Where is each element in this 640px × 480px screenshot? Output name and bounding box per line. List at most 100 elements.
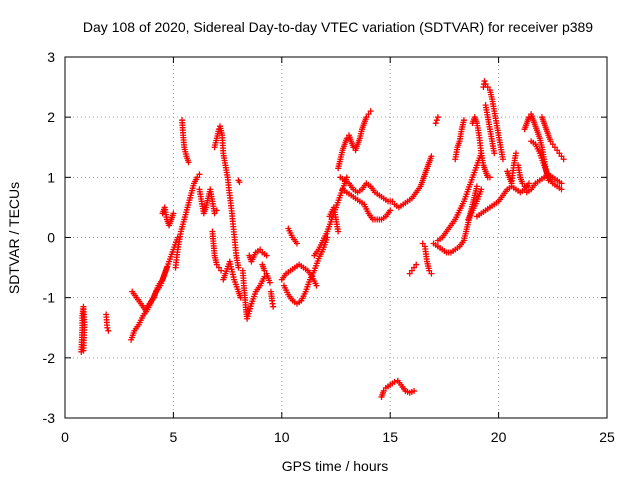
data-point bbox=[473, 183, 480, 190]
series-arc-38 bbox=[504, 150, 519, 187]
data-point bbox=[261, 273, 268, 280]
plot-frame bbox=[64, 56, 608, 419]
data-point bbox=[105, 327, 112, 334]
data-point bbox=[411, 387, 418, 394]
grid bbox=[65, 57, 607, 418]
data-point bbox=[215, 264, 222, 271]
series-arc-25 bbox=[391, 153, 435, 211]
series-arc-26 bbox=[378, 377, 418, 400]
data-point bbox=[499, 156, 506, 163]
data-point bbox=[523, 183, 530, 190]
data-point bbox=[367, 108, 374, 115]
series-arc-10 bbox=[211, 123, 242, 271]
data-point bbox=[80, 347, 87, 354]
data-point bbox=[263, 252, 270, 259]
data-point bbox=[525, 180, 532, 187]
data-point bbox=[387, 207, 394, 214]
data-point bbox=[426, 267, 433, 274]
data-point bbox=[512, 150, 519, 157]
series-arc-14 bbox=[246, 246, 270, 265]
data-point bbox=[313, 282, 320, 289]
data-point bbox=[235, 264, 242, 271]
data-point bbox=[558, 153, 565, 160]
data-point bbox=[547, 138, 554, 145]
data-point bbox=[391, 378, 398, 385]
data-point bbox=[218, 267, 225, 274]
data-point bbox=[196, 171, 203, 178]
data-point bbox=[363, 114, 370, 121]
y-tick-label: -2 bbox=[43, 350, 56, 366]
data-point bbox=[293, 240, 300, 247]
series-arc-36 bbox=[482, 102, 498, 157]
data-point bbox=[558, 186, 565, 193]
series-arc-28 bbox=[419, 240, 435, 277]
data-point bbox=[380, 387, 387, 394]
data-point bbox=[432, 120, 439, 127]
series-arc-2 bbox=[103, 311, 112, 334]
data-point bbox=[213, 261, 220, 268]
series-arc-24 bbox=[339, 186, 394, 223]
y-tick-label: 2 bbox=[47, 109, 55, 125]
data-point bbox=[481, 78, 488, 85]
series-arc-22 bbox=[335, 108, 374, 172]
series-arc-7 bbox=[179, 117, 192, 166]
x-axis-label: GPS time / hours bbox=[282, 458, 389, 474]
x-tick-label: 20 bbox=[491, 429, 507, 445]
series-arc-27 bbox=[406, 261, 420, 277]
y-tick-label: -3 bbox=[43, 410, 56, 426]
data-point bbox=[491, 150, 498, 157]
data-point bbox=[335, 228, 342, 235]
data-point bbox=[478, 186, 485, 193]
data-point bbox=[406, 270, 413, 277]
series-arc-6 bbox=[172, 171, 203, 271]
x-tick-label: 0 bbox=[61, 429, 69, 445]
series-arc-12 bbox=[235, 177, 243, 186]
series-arc-1 bbox=[78, 303, 88, 355]
x-tick-label: 10 bbox=[274, 429, 290, 445]
data-points bbox=[78, 78, 567, 400]
x-tick-label: 5 bbox=[170, 429, 178, 445]
series-arc-15 bbox=[259, 261, 273, 286]
series-arc-11 bbox=[220, 258, 244, 301]
data-point bbox=[549, 141, 556, 148]
series-arc-32 bbox=[452, 117, 467, 163]
series-arc-16 bbox=[267, 288, 277, 310]
series-arc-41 bbox=[528, 138, 565, 193]
data-point bbox=[525, 114, 532, 121]
series-arc-13 bbox=[239, 267, 268, 322]
x-tick-label: 15 bbox=[382, 429, 398, 445]
data-point bbox=[433, 117, 440, 124]
data-point bbox=[560, 156, 567, 163]
series-arc-19 bbox=[285, 225, 300, 247]
data-point bbox=[170, 210, 177, 217]
data-point bbox=[419, 240, 426, 247]
series-arc-33 bbox=[465, 186, 485, 223]
series-arc-17 bbox=[278, 261, 320, 289]
series-arc-23 bbox=[337, 174, 396, 205]
data-point bbox=[261, 267, 268, 274]
series-arc-35 bbox=[480, 78, 506, 163]
data-point bbox=[257, 246, 264, 253]
data-point bbox=[185, 159, 192, 166]
data-point bbox=[551, 144, 558, 151]
data-point bbox=[554, 147, 561, 154]
series-arc-39 bbox=[515, 162, 530, 190]
y-axis-label: SDTVAR / TECUs bbox=[6, 182, 22, 294]
chart-title: Day 108 of 2020, Sidereal Day-to-day VTE… bbox=[83, 19, 593, 35]
series-arc-43 bbox=[538, 114, 567, 163]
series-arc-5 bbox=[159, 204, 177, 229]
data-point bbox=[413, 261, 420, 268]
data-point bbox=[389, 198, 396, 205]
y-tick-label: 0 bbox=[47, 230, 55, 246]
data-point bbox=[486, 174, 493, 181]
series-arc-30 bbox=[432, 114, 441, 127]
data-point bbox=[163, 264, 170, 271]
data-point bbox=[484, 84, 491, 91]
series-arc-40 bbox=[521, 111, 552, 184]
data-point bbox=[408, 267, 415, 274]
series-arc-34 bbox=[469, 114, 493, 181]
data-point bbox=[213, 207, 220, 214]
data-point bbox=[519, 180, 526, 187]
